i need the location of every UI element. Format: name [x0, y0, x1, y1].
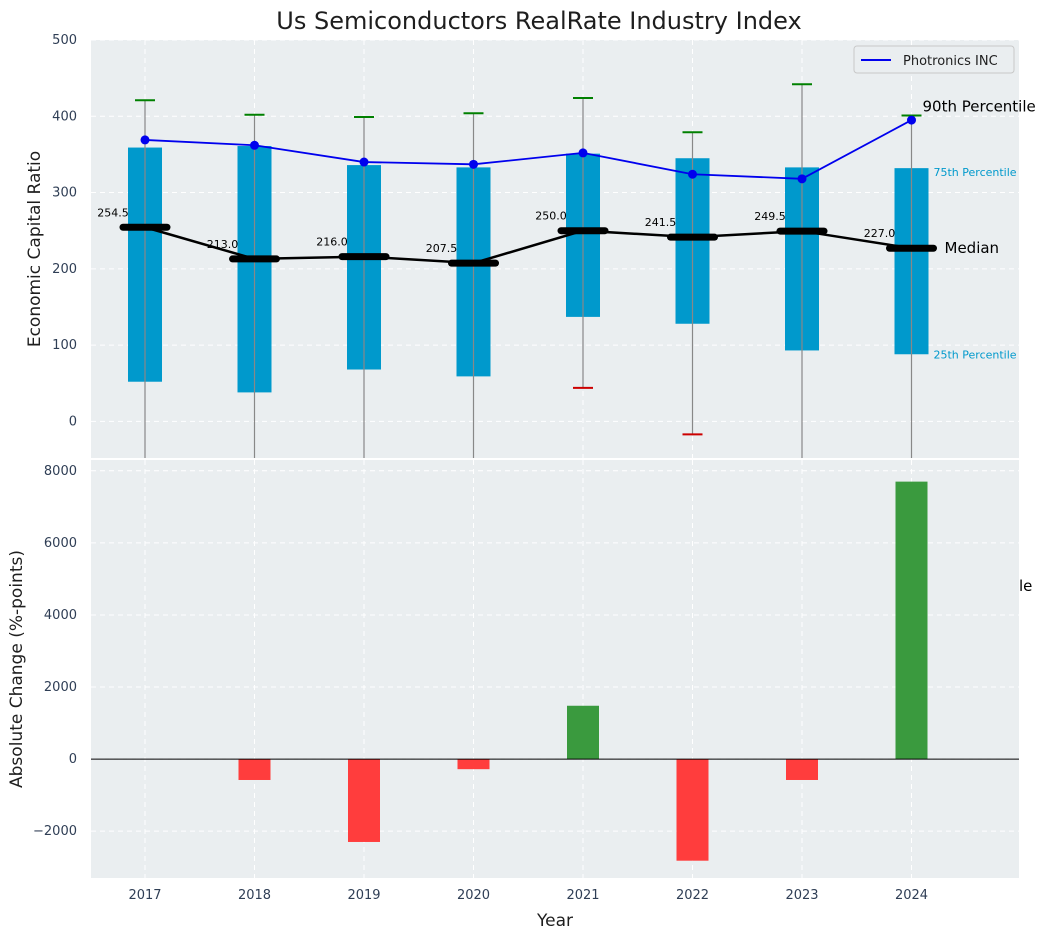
top-panel: 0 100 200 300 400 500 254.5 213.0 216.0 207.5 250… [25, 33, 1036, 458]
top-y-tick-label: 500 [52, 33, 77, 48]
change-bar [567, 705, 599, 760]
company-point [250, 140, 259, 150]
p25-annotation: 25th Percentile [934, 348, 1017, 361]
percentile-annotations: 90th Percentile 75th Percentile Median 2… [923, 98, 1036, 362]
company-point [797, 174, 807, 184]
median-annotation: Median [945, 239, 1000, 257]
change-bar [786, 759, 818, 780]
x-tick-label: 2024 [895, 888, 928, 903]
bottom-y-tick-label: 2000 [44, 680, 77, 695]
x-tick-label: 2023 [785, 888, 818, 903]
top-y-tick-label: 200 [52, 262, 77, 277]
median-value-label: 249.5 [754, 210, 786, 223]
p90-annotation: 90th Percentile [923, 98, 1036, 116]
legend-box [853, 45, 1015, 74]
x-tick-label: 2020 [457, 888, 490, 903]
bottom-y-axis-title: Absolute Change (%-points) [7, 550, 27, 788]
bottom-y-tick-label: 6000 [44, 536, 77, 551]
change-bar [895, 481, 928, 760]
company-point [688, 169, 697, 179]
company-line [144, 119, 912, 180]
change-bars [238, 481, 928, 861]
change-bar [238, 759, 271, 780]
clipped-annotation-text: le [1019, 577, 1032, 595]
x-axis-title: Year [536, 911, 573, 931]
company-point [578, 148, 588, 158]
x-tick-label: 2019 [347, 888, 380, 903]
p75-annotation: 75th Percentile [934, 166, 1017, 179]
company-point [907, 115, 916, 125]
top-y-tick-labels: 0 100 200 300 400 500 [52, 33, 77, 429]
company-point [140, 135, 150, 145]
x-tick-label: 2022 [676, 888, 709, 903]
top-y-tick-label: 400 [52, 109, 77, 124]
bottom-y-tick-label: 8000 [44, 464, 77, 479]
top-y-axis-title: Economic Capital Ratio [25, 151, 45, 347]
x-tick-labels: 2017 2018 2019 2020 2021 2022 2023 2024 [128, 888, 928, 903]
x-tick-label: 2017 [128, 888, 161, 903]
change-bar [676, 759, 709, 861]
company-series [140, 115, 916, 184]
median-value-label: 254.5 [97, 206, 129, 219]
x-tick-label: 2021 [566, 888, 599, 903]
top-y-tick-label: 300 [52, 186, 77, 201]
median-value-label: 250.0 [535, 210, 567, 223]
change-bar [457, 759, 490, 770]
change-bar [348, 759, 380, 842]
median-value-label: 227.0 [864, 227, 896, 240]
median-value-label: 213.0 [207, 238, 239, 251]
bottom-y-tick-label: 0 [69, 752, 77, 767]
company-point [469, 159, 478, 169]
legend-label: Photronics INC [903, 54, 998, 69]
bottom-y-tick-label: 4000 [44, 608, 77, 623]
bottom-y-tick-label: −2000 [33, 824, 77, 839]
chart-title: Us Semiconductors RealRate Industry Inde… [276, 7, 801, 35]
median-value-label: 207.5 [426, 242, 458, 255]
median-value-label: 216.0 [316, 236, 348, 249]
top-y-tick-label: 0 [69, 414, 77, 429]
company-point [359, 157, 369, 167]
median-series: 254.5 213.0 216.0 207.5 250.0 241.5 249.5 227.0 [97, 206, 937, 267]
percentile-whiskers [135, 83, 922, 458]
bottom-plot-area [91, 460, 1019, 878]
bottom-y-tick-labels: −2000 0 2000 4000 6000 8000 [33, 464, 77, 839]
legend: Photronics INC [853, 45, 1015, 74]
median-value-label: 241.5 [645, 216, 677, 229]
x-tick-label: 2018 [238, 888, 271, 903]
top-y-tick-label: 100 [52, 338, 77, 353]
